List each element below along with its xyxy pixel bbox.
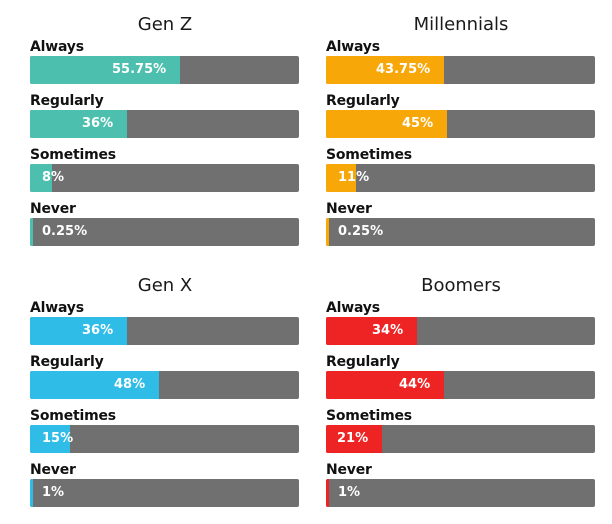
boomers-label-never: Never — [326, 462, 372, 478]
gen-z-value-sometimes: 8% — [42, 170, 65, 185]
gen-z-label-always: Always — [30, 39, 84, 55]
millennials-value-sometimes: 11% — [338, 170, 370, 185]
gen-x-value-always: 36% — [82, 323, 114, 338]
gen-z-bar-regularly — [30, 110, 127, 138]
gen-z-value-regularly: 36% — [82, 116, 114, 131]
gen-z-label-never: Never — [30, 201, 76, 217]
millennials-track-never: 0.25% — [326, 218, 595, 246]
boomers-bar-always — [326, 317, 417, 345]
millennials-bar-never — [326, 218, 329, 246]
gen-x-track-always: 36% — [30, 317, 299, 345]
millennials-label-never: Never — [326, 201, 372, 217]
gen-x-row-never: Never 1% — [30, 462, 300, 516]
boomers-track-never: 1% — [326, 479, 595, 507]
gen-z-track-sometimes: 8% — [30, 164, 299, 192]
boomers-bar-regularly — [326, 371, 444, 399]
gen-z-value-never: 0.25% — [42, 224, 88, 239]
gen-z-bar-sometimes — [30, 164, 52, 192]
millennials-track-regularly: 45% — [326, 110, 595, 138]
boomers-track-always: 34% — [326, 317, 595, 345]
gen-z-track-regularly: 36% — [30, 110, 299, 138]
gen-x-row-sometimes: Sometimes 15% — [30, 408, 300, 462]
boomers-row-regularly: Regularly 44% — [326, 354, 596, 408]
panel-gen-z: Gen Z Always 55.75% Regularly 36% Sometimes 8%… — [30, 14, 300, 264]
millennials-row-never: Never 0.25% — [326, 201, 596, 255]
gen-x-row-always: Always 36% — [30, 300, 300, 354]
gen-z-row-always: Always 55.75% — [30, 39, 300, 93]
gen-x-bar-regularly — [30, 371, 159, 399]
millennials-value-regularly: 45% — [402, 116, 434, 131]
millennials-title: Millennials — [413, 14, 509, 35]
boomers-value-never: 1% — [338, 485, 361, 500]
millennials-value-never: 0.25% — [338, 224, 384, 239]
boomers-row-sometimes: Sometimes 21% — [326, 408, 596, 462]
millennials-row-always: Always 43.75% — [326, 39, 596, 93]
millennials-value-always: 43.75% — [376, 62, 431, 77]
boomers-bar-sometimes — [326, 425, 382, 453]
boomers-value-always: 34% — [372, 323, 404, 338]
millennials-row-sometimes: Sometimes 11% — [326, 147, 596, 201]
gen-x-title: Gen X — [137, 275, 193, 296]
boomers-title: Boomers — [421, 275, 501, 296]
boomers-label-regularly: Regularly — [326, 354, 400, 370]
boomers-value-sometimes: 21% — [337, 431, 369, 446]
boomers-track-sometimes: 21% — [326, 425, 595, 453]
gen-z-track-never: 0.25% — [30, 218, 299, 246]
gen-x-bar-always — [30, 317, 127, 345]
gen-z-row-never: Never 0.25% — [30, 201, 300, 255]
millennials-bar-always — [326, 56, 444, 84]
panel-boomers: Boomers Always 34% Regularly 44% Sometimes 21%… — [326, 275, 596, 520]
boomers-bar-never — [326, 479, 329, 507]
gen-x-track-regularly: 48% — [30, 371, 299, 399]
gen-x-label-always: Always — [30, 300, 84, 316]
gen-x-bar-sometimes — [30, 425, 70, 453]
boomers-row-never: Never 1% — [326, 462, 596, 516]
gen-z-label-regularly: Regularly — [30, 93, 104, 109]
millennials-bar-sometimes — [326, 164, 356, 192]
gen-z-row-sometimes: Sometimes 8% — [30, 147, 300, 201]
gen-z-title: Gen Z — [137, 14, 193, 35]
gen-z-label-sometimes: Sometimes — [30, 147, 116, 163]
gen-x-track-sometimes: 15% — [30, 425, 299, 453]
millennials-bar-regularly — [326, 110, 447, 138]
millennials-track-sometimes: 11% — [326, 164, 595, 192]
gen-x-row-regularly: Regularly 48% — [30, 354, 300, 408]
gen-z-track-always: 55.75% — [30, 56, 299, 84]
millennials-label-sometimes: Sometimes — [326, 147, 412, 163]
gen-x-bar-never — [30, 479, 33, 507]
gen-x-value-never: 1% — [42, 485, 65, 500]
millennials-label-regularly: Regularly — [326, 93, 400, 109]
boomers-row-always: Always 34% — [326, 300, 596, 354]
gen-z-bar-always — [30, 56, 180, 84]
gen-z-bar-never — [30, 218, 33, 246]
panel-millennials: Millennials Always 43.75% Regularly 45% Somet… — [326, 14, 596, 264]
gen-z-value-always: 55.75% — [112, 62, 167, 77]
millennials-label-always: Always — [326, 39, 380, 55]
gen-x-value-sometimes: 15% — [42, 431, 74, 446]
gen-x-label-never: Never — [30, 462, 76, 478]
gen-z-row-regularly: Regularly 36% — [30, 93, 300, 147]
boomers-value-regularly: 44% — [399, 377, 431, 392]
gen-x-value-regularly: 48% — [114, 377, 146, 392]
millennials-row-regularly: Regularly 45% — [326, 93, 596, 147]
millennials-track-always: 43.75% — [326, 56, 595, 84]
gen-x-track-never: 1% — [30, 479, 299, 507]
boomers-track-regularly: 44% — [326, 371, 595, 399]
panel-gen-x: Gen X Always 36% Regularly 48% Sometimes 15% Ne… — [30, 275, 300, 520]
boomers-label-sometimes: Sometimes — [326, 408, 412, 424]
gen-x-label-sometimes: Sometimes — [30, 408, 116, 424]
gen-x-label-regularly: Regularly — [30, 354, 104, 370]
boomers-label-always: Always — [326, 300, 380, 316]
